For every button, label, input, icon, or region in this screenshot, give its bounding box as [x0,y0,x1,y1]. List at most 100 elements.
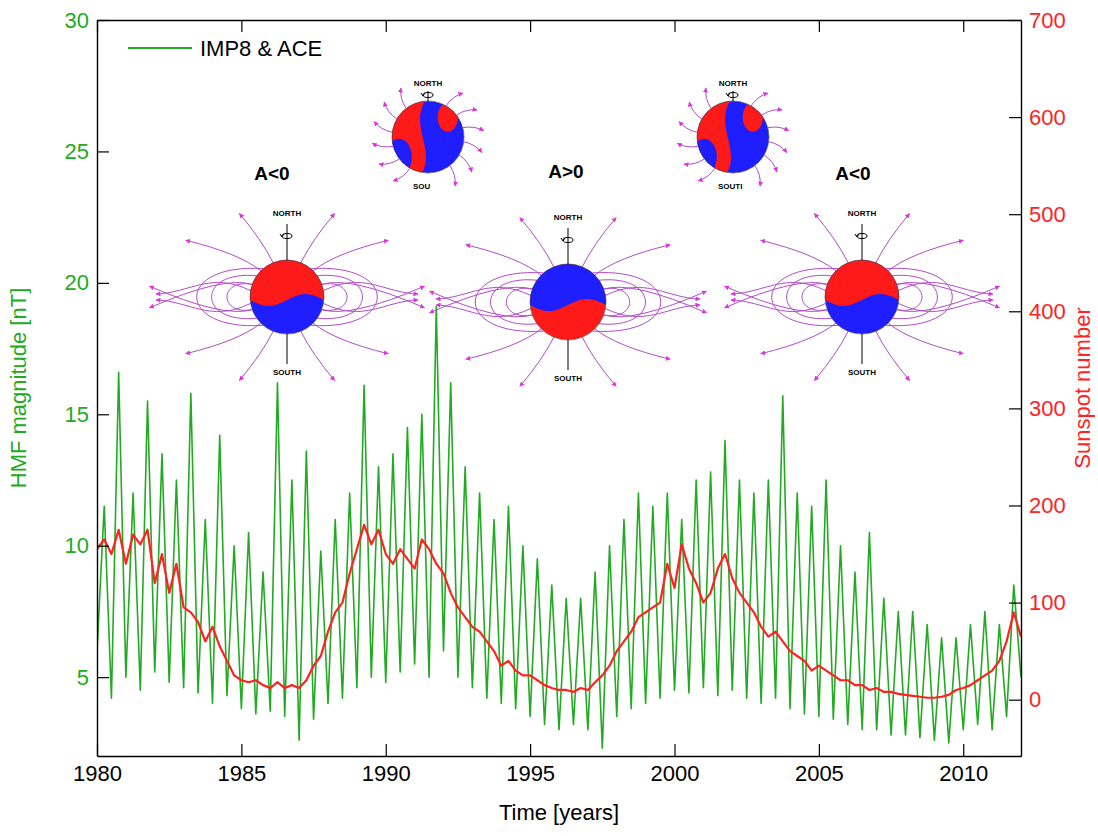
sphere-upper [248,258,326,306]
field-loop [604,288,630,315]
field-line [430,291,533,317]
tick-label: 700 [1029,8,1066,33]
field-line [301,331,335,380]
tick-mark [963,20,964,32]
tick: 500 [1009,202,1066,227]
tick-label: 1995 [506,761,555,786]
pole-label: SOUTI [718,182,742,191]
field-line [731,282,826,294]
field-line [897,283,1000,308]
sphere [823,258,901,334]
tick-label: 30 [65,8,89,33]
field-line [582,337,616,386]
pole-label: NORTH [554,213,583,222]
field-line [876,331,910,380]
rotation-axis [287,224,288,260]
sun-diagram-tilted: NORTHSOU [372,79,483,191]
tick-mark [386,744,387,756]
field-line [762,110,782,115]
tick-label: 25 [65,139,89,164]
tick-label: 500 [1029,202,1066,227]
field-line [898,300,993,312]
tick-label: 100 [1029,590,1066,615]
field-line [239,331,273,380]
background [0,0,1098,836]
field-line [769,142,787,153]
tick-label: 2005 [795,761,844,786]
tick: 10 [65,533,109,558]
field-loop [802,284,827,311]
tick-label: 200 [1029,493,1066,518]
tick-mark [97,151,109,152]
field-line [731,300,826,312]
chart: 1980198519901995200020052010510152025300… [0,0,1098,836]
field-line [323,282,418,294]
field-line [323,300,418,312]
y-axis-title: HMF magnitude [nT] [6,288,31,489]
y2-axis: 0100200300400500600700 [1009,8,1066,757]
sphere-upper [528,262,608,311]
field-line [322,283,425,308]
tick-mark [97,677,109,678]
tick-label: 20 [65,270,89,295]
tick-mark [97,414,109,415]
tick-mark [819,744,820,756]
field-line [679,121,697,132]
x-axis-title: Time [years] [499,800,619,825]
data-line [97,525,1021,698]
x-axis-top [98,20,1022,32]
tick-label: 1980 [73,761,122,786]
pole-label: NORTH [273,209,302,218]
tick: 1995 [506,744,555,786]
rotation-arrow [561,238,565,241]
field-line [876,213,910,262]
rotation-arrow [726,93,730,96]
tick-label: 0 [1029,687,1041,712]
tick: 30 [65,8,109,33]
tick: 2010 [939,744,988,786]
tick: 2005 [795,744,844,786]
tick-mark [674,744,675,756]
tick [241,20,242,32]
field-line [761,240,836,271]
tick-mark [1009,700,1021,701]
field-line [520,218,554,267]
tick-mark [1009,505,1021,506]
field-line [814,213,848,262]
field-line [755,166,760,186]
rotation-arrow [280,234,284,237]
field-loop [897,284,922,311]
field-line [379,159,399,164]
tick [386,20,387,32]
field-line [595,245,670,275]
tick: 1985 [217,744,266,786]
field-loop [506,288,532,315]
tick: 1990 [362,744,411,786]
y-axis: 51015202530 [65,8,109,757]
sun-diagram: NORTHSOUTH [430,213,707,386]
axis-line [98,20,1022,21]
field-line [751,93,768,106]
polarity-diagrams: NORTHSOUTHNORTHSOUTHNORTHSOUTHNORTHSOUNO… [150,79,1000,386]
field-line [430,287,533,313]
tick-label: 400 [1029,299,1066,324]
field-line [677,143,698,147]
tick-mark [1009,117,1021,118]
tick-mark [1009,311,1021,312]
tick-mark [97,546,109,547]
tick-mark [819,20,820,32]
field-line [888,323,963,354]
data-line [97,307,1021,749]
tick-mark [530,744,531,756]
sphere-outline [825,260,899,334]
rotation-axis [287,334,288,364]
field-line [898,282,993,294]
sphere-outline [697,101,769,173]
tick [530,20,531,32]
sphere [387,99,464,175]
field-line [706,88,711,108]
field-line [595,329,670,359]
tick [963,20,964,32]
pole-label: SOUTH [273,368,301,377]
tick-mark [963,744,964,756]
